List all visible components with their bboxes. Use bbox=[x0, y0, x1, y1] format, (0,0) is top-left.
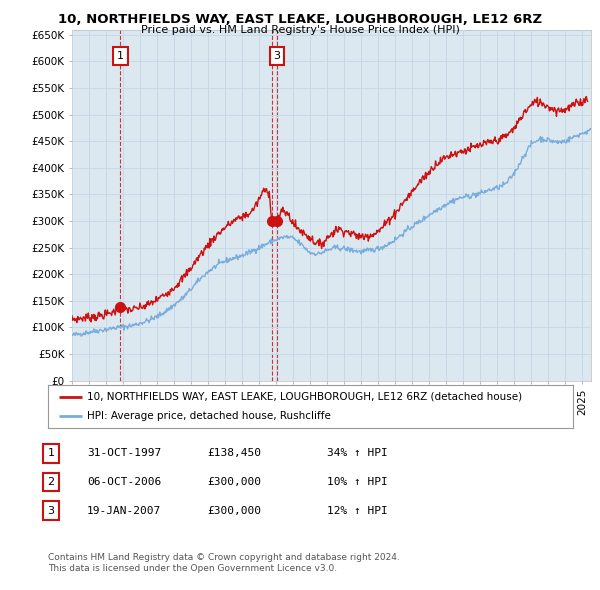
Text: 10, NORTHFIELDS WAY, EAST LEAKE, LOUGHBOROUGH, LE12 6RZ (detached house): 10, NORTHFIELDS WAY, EAST LEAKE, LOUGHBO… bbox=[88, 392, 523, 402]
Text: 31-OCT-1997: 31-OCT-1997 bbox=[87, 448, 161, 458]
Text: 1: 1 bbox=[116, 51, 124, 61]
Text: £138,450: £138,450 bbox=[207, 448, 261, 458]
Text: HPI: Average price, detached house, Rushcliffe: HPI: Average price, detached house, Rush… bbox=[88, 411, 331, 421]
Text: 19-JAN-2007: 19-JAN-2007 bbox=[87, 506, 161, 516]
Text: 06-OCT-2006: 06-OCT-2006 bbox=[87, 477, 161, 487]
Text: Contains HM Land Registry data © Crown copyright and database right 2024.: Contains HM Land Registry data © Crown c… bbox=[48, 553, 400, 562]
Text: 3: 3 bbox=[47, 506, 55, 516]
Text: 12% ↑ HPI: 12% ↑ HPI bbox=[327, 506, 388, 516]
Text: 2: 2 bbox=[47, 477, 55, 487]
Text: £300,000: £300,000 bbox=[207, 477, 261, 487]
Text: This data is licensed under the Open Government Licence v3.0.: This data is licensed under the Open Gov… bbox=[48, 565, 337, 573]
Text: 10% ↑ HPI: 10% ↑ HPI bbox=[327, 477, 388, 487]
Text: £300,000: £300,000 bbox=[207, 506, 261, 516]
Text: Price paid vs. HM Land Registry's House Price Index (HPI): Price paid vs. HM Land Registry's House … bbox=[140, 25, 460, 35]
Text: 1: 1 bbox=[47, 448, 55, 458]
Text: 34% ↑ HPI: 34% ↑ HPI bbox=[327, 448, 388, 458]
Text: 3: 3 bbox=[274, 51, 281, 61]
Text: 10, NORTHFIELDS WAY, EAST LEAKE, LOUGHBOROUGH, LE12 6RZ: 10, NORTHFIELDS WAY, EAST LEAKE, LOUGHBO… bbox=[58, 13, 542, 26]
